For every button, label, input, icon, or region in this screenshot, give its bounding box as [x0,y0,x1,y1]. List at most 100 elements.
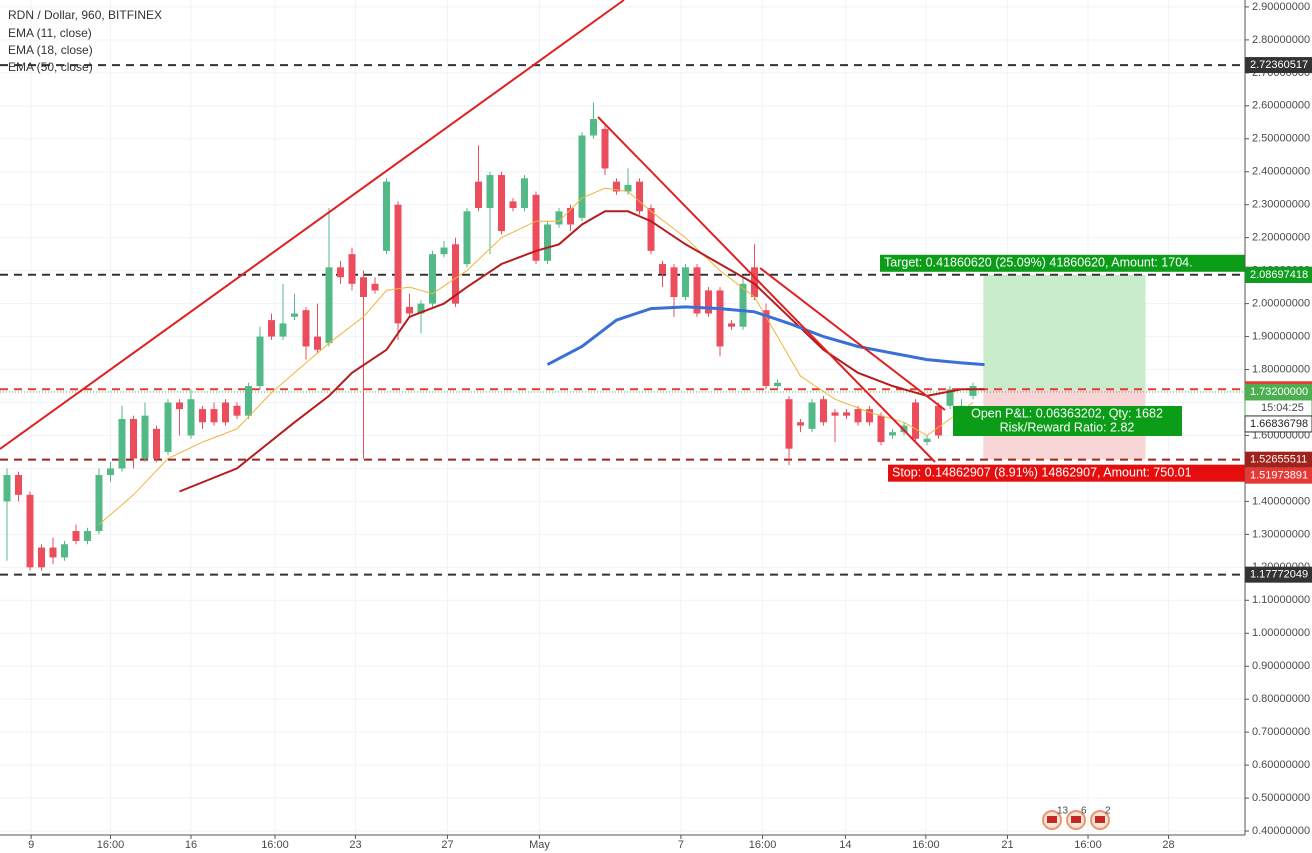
candle-body [969,386,977,396]
candle-body [843,412,851,416]
candle-body [739,283,747,327]
candle-body [360,277,368,298]
stop-label-box [888,464,1245,482]
candle-body [463,211,471,265]
y-tick-label: 1.00000000 [1252,627,1310,639]
candle-body [130,418,138,459]
candle-body [176,402,184,410]
x-tick-label: 23 [349,839,361,851]
candle-body [245,386,253,416]
candle-body [866,409,874,423]
candle-body [394,204,402,324]
ratio-label: Risk/Reward Ratio: 2.82 [1000,420,1135,434]
candle-body [728,323,736,327]
event-flag [1095,816,1105,823]
ema-line [546,305,985,367]
candle-body [107,468,115,476]
x-tick-label: 16:00 [261,839,289,851]
legend-entry: EMA (11, close) [8,26,92,40]
candle-body [417,303,425,314]
candle-body [808,402,816,429]
candle-body [693,267,701,314]
ema-line [179,210,985,493]
target-zone [983,274,1146,390]
candle-body [647,208,655,251]
chart-title: RDN / Dollar, 960, BITFINEX [8,8,162,22]
candle-body [935,405,943,436]
candle-body [72,531,80,541]
y-tick-label: 2.00000000 [1252,298,1310,310]
y-tick-label: 0.80000000 [1252,693,1310,705]
candle-body [279,323,287,337]
candle-body [521,178,529,209]
level-badge [1245,451,1312,468]
candle-body [498,175,506,232]
candle-body [785,399,793,449]
x-tick-label: 14 [839,839,851,851]
y-tick-label: 2.30000000 [1252,199,1310,211]
y-tick-label: 2.50000000 [1252,133,1310,145]
x-tick-label: 28 [1162,839,1174,851]
x-tick-label: 16:00 [97,839,125,851]
target-label: Target: 0.41860620 (25.09%) 41860620, Am… [884,256,1193,270]
y-tick-label: 1.30000000 [1252,528,1310,540]
level-badge-label: 1.17772049 [1250,569,1308,581]
candle-body [716,290,724,347]
x-tick-label: 27 [441,839,453,851]
y-tick-label: 2.20000000 [1252,232,1310,244]
candle-body [624,184,632,192]
y-tick-label: 0.60000000 [1252,759,1310,771]
candle-body [831,412,839,416]
price-badge [1245,383,1312,400]
pnl-box [953,406,1182,436]
event-flag [1071,816,1081,823]
legend-entry: EMA (50, close) [8,60,93,74]
candle-body [141,415,149,459]
candle-body [256,336,264,387]
candle-body [762,310,770,387]
price-badge [1245,266,1312,283]
candle-body [854,409,862,423]
candle-body [946,389,954,406]
legend-entry: EMA (18, close) [8,43,93,57]
candle-body [406,306,414,314]
candle-body [118,418,126,469]
y-tick-label: 1.80000000 [1252,363,1310,375]
level-badge-label: 2.72360517 [1250,59,1308,71]
x-tick-label: 21 [1001,839,1013,851]
candle-body [452,244,460,304]
y-tick-label: 1.90000000 [1252,330,1310,342]
candle-body [659,264,667,274]
candle-body [199,409,207,423]
event-count: 13 [1057,806,1069,817]
candle-body [383,181,391,251]
candle-body [889,432,897,436]
candle-body [475,181,483,209]
price-badge [1245,467,1312,484]
x-tick-label: 16:00 [912,839,940,851]
candle-body [486,175,494,209]
candle-body [601,128,609,169]
candle-body [544,224,552,261]
candle-body [3,475,11,502]
trend-line [759,267,946,411]
target-label-box [880,254,1245,272]
candle-body [337,267,345,278]
candle-body [670,267,678,298]
candle-body [325,267,333,344]
price-badge-label: 1.73200000 [1250,386,1308,398]
y-tick-label: 0.70000000 [1252,726,1310,738]
candle-body [371,283,379,291]
candle-body [797,422,805,426]
candle-body [877,415,885,443]
candle-body [49,547,57,558]
x-tick-label: May [529,839,550,851]
candle-body [532,194,540,261]
candle-body [61,544,69,558]
candle-body [210,409,218,423]
price-badge-label: 2.08697418 [1250,269,1308,281]
candle-body [682,267,690,298]
candle-body [429,254,437,304]
event-count: 2 [1105,806,1111,817]
level-badge [1245,566,1312,583]
